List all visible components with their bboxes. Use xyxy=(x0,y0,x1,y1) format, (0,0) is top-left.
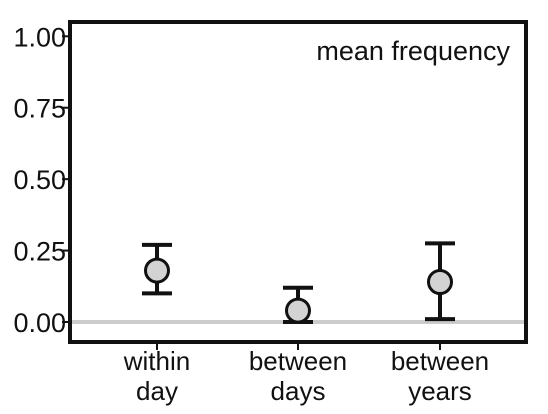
y-tick-label: 0.75 xyxy=(13,94,66,124)
plot-frame xyxy=(68,20,528,344)
y-tick-label: 0.00 xyxy=(13,308,66,338)
y-axis: 0.00 0.25 0.50 0.75 1.00 xyxy=(13,22,70,338)
x-category-label: between xyxy=(391,346,489,376)
y-tick-label: 1.00 xyxy=(13,22,66,52)
y-tick-label: 0.50 xyxy=(13,165,66,195)
chart-title: mean frequency xyxy=(316,36,510,66)
mean-point xyxy=(285,297,311,324)
x-category-label: between xyxy=(249,346,347,376)
x-category-label: day xyxy=(136,376,178,406)
x-category-label: years xyxy=(408,376,472,406)
x-category-label: days xyxy=(271,376,326,406)
y-tick-label: 0.25 xyxy=(13,237,66,267)
mean-point xyxy=(144,257,170,284)
mean-point xyxy=(427,269,453,295)
plot-marks xyxy=(142,241,455,324)
x-category-label: within xyxy=(123,346,190,376)
